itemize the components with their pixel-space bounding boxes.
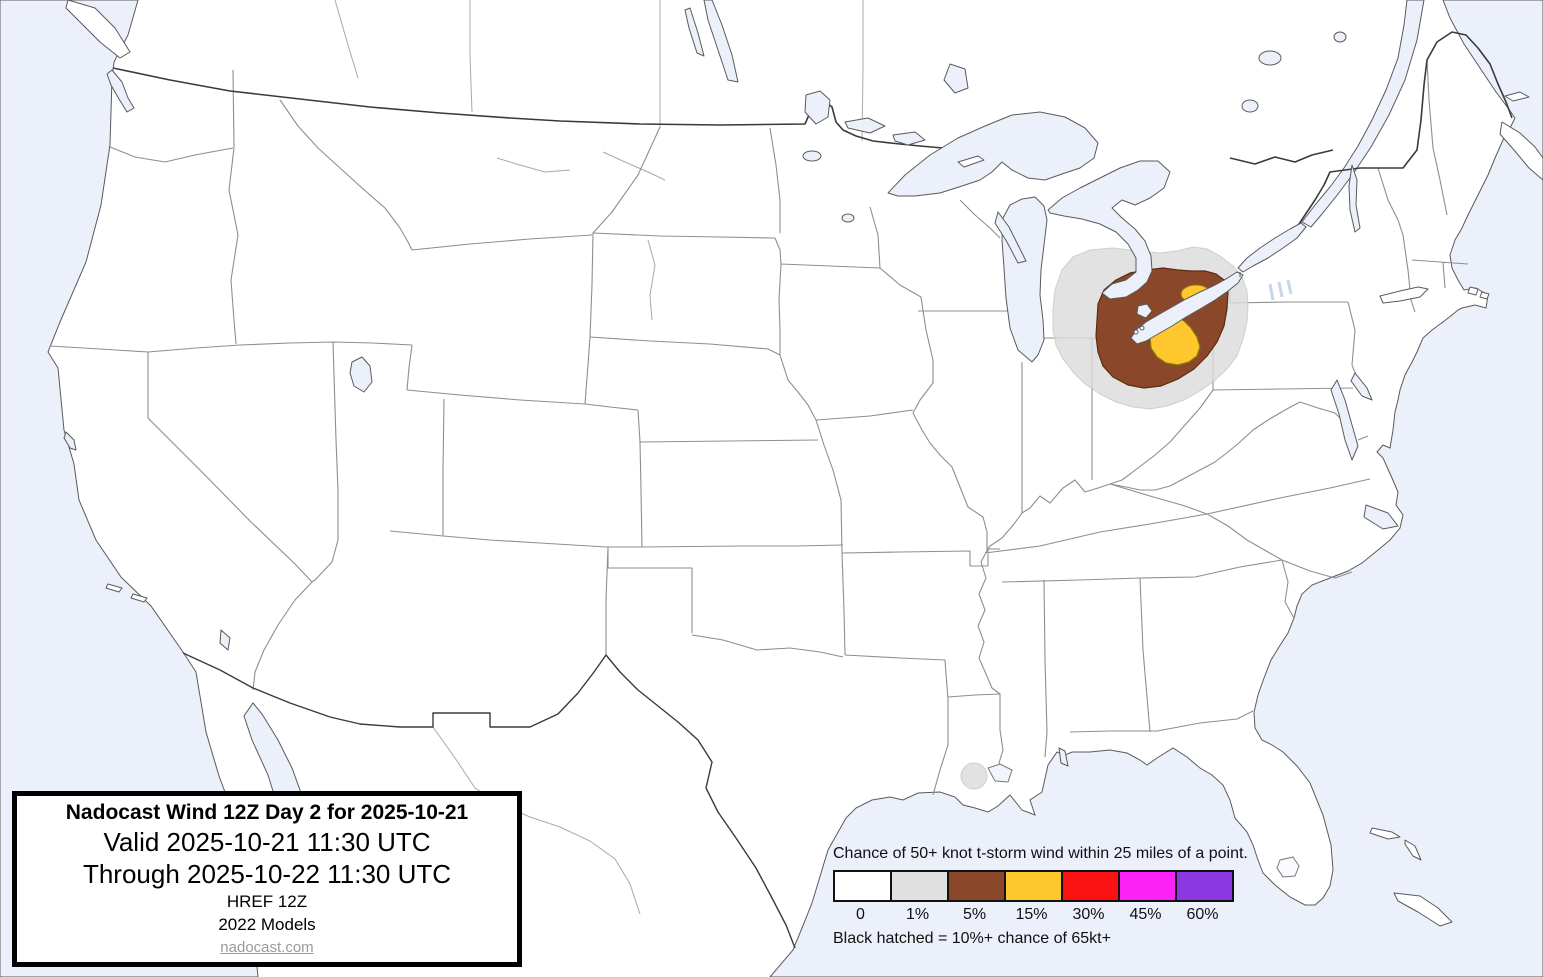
quebec-lake-1 [1258, 50, 1282, 66]
lake-erie [1130, 271, 1244, 345]
cuba [1393, 892, 1453, 927]
legend-swatch-1 [890, 870, 949, 902]
quebec-lake-2 [1241, 99, 1259, 113]
lake-nipigon [943, 63, 969, 94]
legend-hatch-note: Black hatched = 10%+ chance of 65kt+ [833, 930, 1111, 947]
islands [65, 0, 1543, 927]
finger-lakes [1268, 279, 1293, 301]
lake-of-the-woods [804, 90, 831, 125]
nova-scotia [1499, 121, 1543, 181]
pamlico-sound [1363, 504, 1399, 530]
lake-ontario [1237, 222, 1307, 273]
legend-swatch-45 [1118, 870, 1177, 902]
lake-okeechobee [1276, 856, 1300, 878]
great-lakes [63, 0, 1399, 767]
lake-erie-island-1 [1133, 329, 1139, 335]
vancouver-island [65, 0, 131, 59]
model-year: 2022 Models [218, 915, 316, 935]
legend-swatch-5 [947, 870, 1006, 902]
san-francisco-bay [63, 431, 77, 451]
legend-swatch-0 [833, 870, 892, 902]
mille-lacs-lake [841, 213, 855, 223]
lake-huron [1047, 160, 1171, 300]
red-lake [802, 150, 822, 162]
mexico-border [182, 652, 796, 949]
great-salt-lake [349, 356, 373, 393]
nadocast-link[interactable]: nadocast.com [220, 939, 314, 957]
legend-label-30: 30% [1072, 906, 1105, 923]
chesapeake-bay [1330, 379, 1359, 461]
legend-label-5: 5% [962, 906, 987, 923]
delaware-bay [1350, 372, 1373, 401]
legend-label-15: 15% [1015, 906, 1048, 923]
title-box: Nadocast Wind 12Z Day 2 for 2025-10-21 V… [12, 791, 522, 967]
legend-label-1: 1% [905, 906, 930, 923]
boundary-lakes [844, 117, 926, 146]
forecast-title: Nadocast Wind 12Z Day 2 for 2025-10-21 [65, 800, 469, 824]
probability-legend: Chance of 50+ knot t-storm wind within 2… [833, 845, 1263, 948]
lake-winnipeg [703, 0, 739, 83]
channel-islands [105, 583, 148, 603]
lake-pontchartrain [987, 763, 1013, 783]
quebec-lake-3 [1333, 31, 1347, 43]
st-lawrence-river [1301, 0, 1425, 228]
legend-label-60: 60% [1186, 906, 1219, 923]
legend-title: Chance of 50+ knot t-storm wind within 2… [833, 845, 1248, 862]
lake-superior [887, 111, 1099, 197]
through-time: Through 2025-10-22 11:30 UTC [82, 859, 452, 890]
atlantic-gulf-ocean [769, 0, 1543, 977]
lake-erie-island-2 [1139, 325, 1145, 331]
legend-label-0: 0 [856, 906, 865, 923]
contour-1pct-louisiana [960, 762, 988, 790]
prince-edward-island [1504, 91, 1530, 102]
salton-sea [219, 629, 231, 651]
green-bay [994, 211, 1027, 264]
long-island [1379, 286, 1429, 304]
mobile-bay [1058, 747, 1069, 767]
connecting-rivers [1136, 272, 1241, 329]
legend-label-45: 45% [1129, 906, 1162, 923]
puget-sound [106, 69, 135, 113]
lake-st-clair [1136, 303, 1153, 319]
lake-champlain [1348, 164, 1361, 233]
bahamas [1369, 827, 1422, 861]
legend-color-bar [833, 870, 1263, 902]
legend-labels: 0 1% 5% 15% 30% 45% 60% [833, 906, 1263, 924]
legend-swatch-15 [1004, 870, 1063, 902]
isle-royale [957, 155, 985, 168]
legend-swatch-60 [1175, 870, 1234, 902]
valid-time: Valid 2025-10-21 11:30 UTC [103, 826, 431, 857]
lake-manitoba [684, 7, 705, 57]
cape-cod-islands [1467, 286, 1490, 300]
model-run: HREF 12Z [226, 892, 308, 912]
legend-swatch-30 [1061, 870, 1120, 902]
